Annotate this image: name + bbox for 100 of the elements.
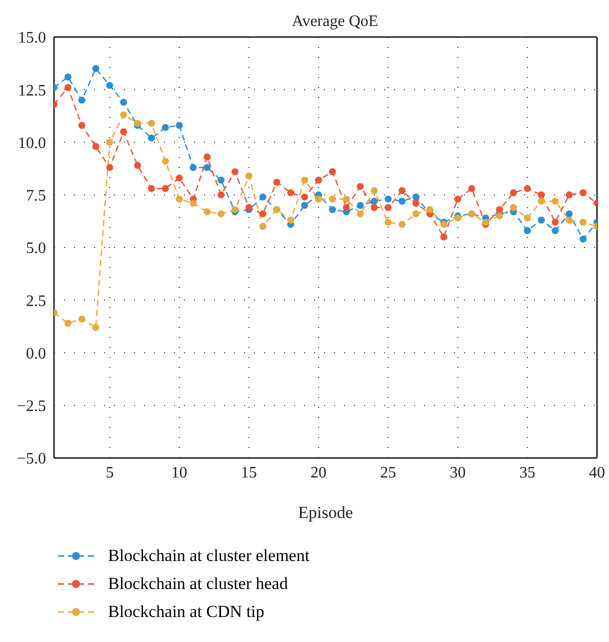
point [64,320,72,327]
point [134,162,142,169]
point [538,198,545,205]
x-tick-label: 30 [450,464,466,482]
point [162,124,169,132]
point [148,185,155,192]
point [287,216,294,224]
point [120,128,128,136]
point [552,198,559,205]
point [356,202,364,209]
y-tick-label: −2.5 [16,398,46,416]
point [510,204,517,212]
point [524,214,531,222]
point [524,227,531,234]
x-tick-label: 10 [171,464,188,482]
point [566,210,573,218]
point [273,178,280,186]
point [162,185,169,192]
point [398,220,406,228]
point [398,198,406,205]
point [384,196,392,203]
point [328,206,336,214]
point [412,200,420,207]
point [454,214,462,222]
point [190,200,197,207]
point [580,189,587,196]
point [245,172,252,180]
point [301,176,308,184]
point [120,98,128,106]
point [78,96,86,104]
point [356,182,364,190]
x-tick-label: 25 [380,464,396,482]
point [92,142,100,150]
x-tick-label: 5 [106,464,114,482]
point [384,204,392,212]
point [426,206,434,214]
point [315,176,322,184]
point [580,218,587,226]
point [218,210,225,218]
point [468,185,476,192]
point [552,218,559,226]
point [315,196,322,203]
point [218,176,225,184]
point [92,65,100,72]
legend-label: Blockchain at CDN tip [108,602,264,622]
point [370,204,378,212]
x-axis-title: Episode [298,503,353,522]
point [78,316,86,323]
legend-label: Blockchain at cluster element [108,546,310,566]
y-tick-label: 7.5 [26,188,46,205]
point [412,210,420,218]
point [384,218,392,226]
point [176,122,183,129]
point [190,164,197,172]
y-tick-label: 12.5 [18,82,46,100]
point [538,191,545,198]
point [566,191,573,198]
point [176,174,183,182]
point [204,164,211,172]
point [204,153,211,160]
point [301,202,308,209]
point [454,196,462,203]
point [106,164,114,172]
point [496,206,504,214]
point [566,216,573,224]
point [398,187,406,194]
y-tick-label: 15.0 [18,30,46,47]
point [524,185,531,192]
point [92,324,100,331]
point [64,84,72,92]
point [232,168,238,176]
chart-title: Average QoE [292,13,378,30]
point [580,236,587,243]
x-tick-label: 20 [310,464,327,482]
point [120,111,128,118]
point [328,196,336,203]
point [552,227,559,234]
point [162,158,169,165]
point [106,138,114,146]
point [259,222,266,230]
point [370,187,378,194]
point [148,120,155,127]
legend-label: Blockchain at cluster head [108,574,288,594]
point [204,208,211,216]
point [176,196,183,203]
point [370,198,378,205]
point [148,134,155,142]
y-tick-label: 0.0 [26,345,46,362]
y-tick-label: 2.5 [26,292,46,310]
x-tick-label: 15 [240,464,257,482]
point [328,168,336,176]
point [301,193,308,200]
y-tick-label: 10.0 [18,134,46,152]
point [342,196,350,203]
point [106,82,114,89]
point [218,191,225,198]
point [259,210,266,218]
point [287,189,294,196]
y-tick-label: −5.0 [16,450,46,468]
point [510,189,517,196]
